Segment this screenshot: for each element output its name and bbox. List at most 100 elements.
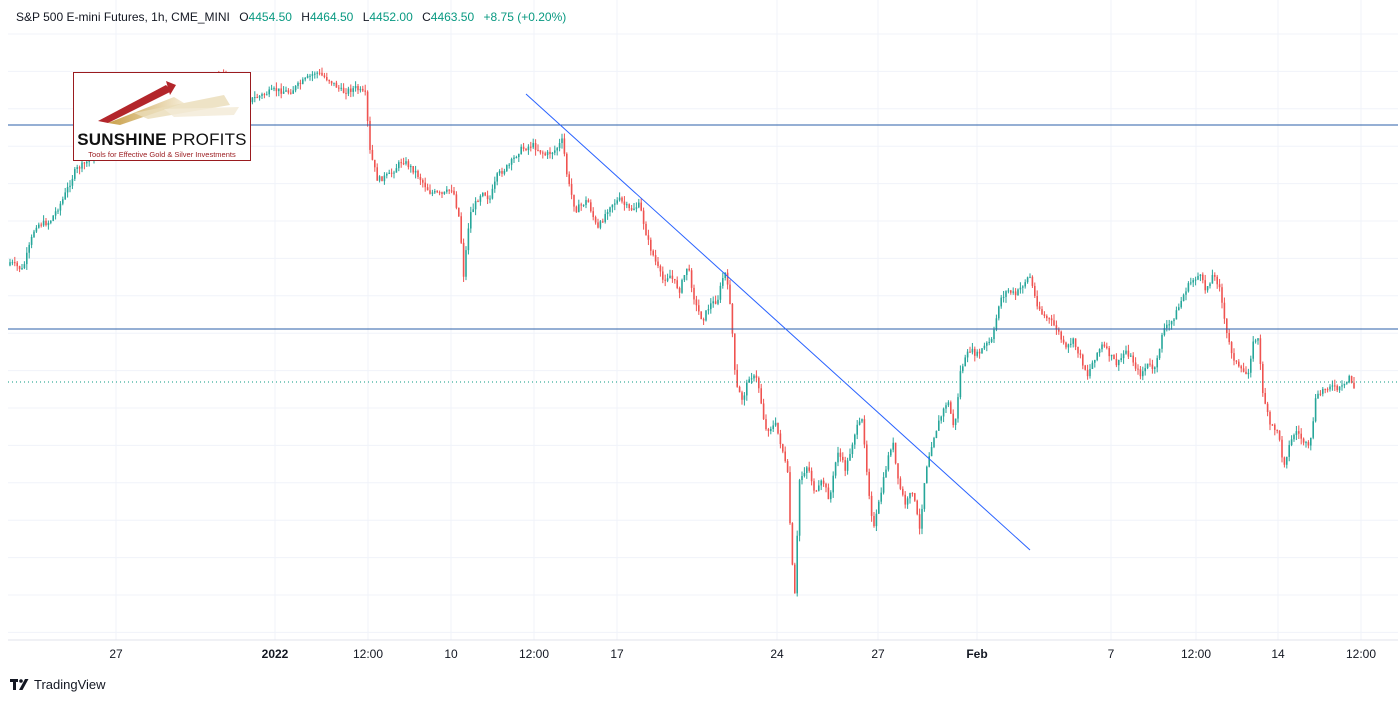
- open-label: O: [239, 10, 249, 24]
- candle-body: [827, 487, 830, 500]
- candle-body: [371, 149, 374, 160]
- candle-body: [1283, 457, 1286, 465]
- candle-body: [1065, 342, 1067, 348]
- candle-body: [1214, 274, 1216, 277]
- candle-body: [866, 444, 868, 472]
- candle-body: [878, 501, 880, 514]
- candle-body: [1226, 318, 1228, 334]
- candle-body: [642, 210, 645, 224]
- candle-body: [777, 422, 779, 434]
- candle-body: [789, 472, 791, 524]
- candle-body: [40, 224, 42, 226]
- candle-body: [443, 191, 446, 194]
- candle-body: [640, 202, 642, 211]
- descending-trendline[interactable]: [525, 93, 1031, 551]
- candle-body: [1343, 383, 1346, 386]
- candle-body: [381, 176, 383, 182]
- candle-body: [333, 82, 335, 84]
- candle-body: [1115, 359, 1118, 366]
- candle-body: [990, 339, 993, 342]
- candle-body: [731, 303, 734, 334]
- candle-body: [1336, 385, 1338, 391]
- candle-body: [489, 198, 491, 200]
- candle-body: [467, 228, 470, 251]
- candle-body: [844, 460, 846, 471]
- candle-body: [309, 75, 311, 77]
- tradingview-label: TradingView: [34, 677, 106, 692]
- candle-body: [1274, 424, 1276, 430]
- candle-body: [570, 184, 573, 195]
- candle-body: [285, 90, 287, 92]
- candle-body: [659, 266, 662, 272]
- candle-body: [395, 168, 398, 173]
- candle-body: [657, 261, 659, 267]
- candle-body: [1120, 358, 1122, 361]
- candle-body: [767, 429, 770, 432]
- candle-body: [1005, 291, 1007, 297]
- candle-body: [1058, 329, 1060, 332]
- candle-body: [1029, 276, 1031, 278]
- candle-body: [515, 157, 518, 159]
- candle-body: [796, 535, 798, 594]
- tradingview-brand[interactable]: TradingView: [10, 677, 106, 692]
- candle-body: [544, 153, 546, 156]
- candle-body: [1012, 291, 1014, 293]
- candle-body: [628, 204, 630, 209]
- candle-body: [1079, 353, 1082, 355]
- candle-body: [870, 495, 873, 516]
- candle-body: [786, 461, 789, 473]
- candle-body: [772, 425, 774, 429]
- time-tick-label: 27: [109, 647, 123, 661]
- candle-body: [1238, 361, 1240, 367]
- candle-body: [858, 421, 861, 425]
- candle-body: [429, 190, 431, 194]
- candle-body: [794, 564, 796, 594]
- candle-body: [585, 200, 587, 205]
- candle-body: [1175, 310, 1178, 320]
- candle-body: [357, 86, 359, 91]
- candle-body: [592, 211, 594, 218]
- candle-body: [923, 483, 926, 509]
- candle-body: [354, 86, 357, 89]
- candle-body: [1108, 348, 1110, 357]
- candle-body: [930, 447, 933, 457]
- candle-body: [1331, 385, 1334, 387]
- candle-body: [669, 275, 671, 279]
- candle-body: [402, 163, 405, 165]
- candle-body: [1245, 371, 1247, 375]
- candle-body: [726, 272, 729, 285]
- candle-body: [926, 466, 928, 484]
- candle-body: [410, 166, 412, 168]
- candle-body: [846, 460, 849, 471]
- candle-body: [597, 222, 599, 228]
- candle-body: [1206, 286, 1209, 291]
- candle-body: [904, 494, 906, 505]
- candle-body: [1019, 287, 1022, 290]
- candle-body: [323, 75, 326, 78]
- candle-body: [426, 187, 429, 191]
- candle-body: [830, 492, 832, 500]
- candle-body: [304, 77, 306, 80]
- candle-body: [328, 80, 330, 82]
- candle-body: [47, 222, 50, 226]
- candle-body: [261, 94, 263, 96]
- time-tick-label: 12:00: [353, 647, 383, 661]
- candle-body: [359, 88, 362, 91]
- candle-body: [1310, 437, 1312, 446]
- symbol-title: S&P 500 E-mini Futures, 1h, CME_MINI: [16, 10, 230, 24]
- candle-body: [335, 82, 338, 88]
- candle-body: [1070, 343, 1072, 345]
- candle-body: [383, 175, 386, 182]
- candle-body: [986, 342, 988, 346]
- candle-body: [1290, 439, 1293, 446]
- candle-body: [798, 480, 801, 536]
- candle-body: [1307, 442, 1310, 446]
- candle-body: [1130, 355, 1132, 357]
- candle-body: [1199, 274, 1202, 277]
- candle-body: [1257, 338, 1259, 341]
- candle-body: [350, 88, 352, 92]
- candle-body: [474, 201, 477, 210]
- candle-body: [981, 348, 983, 354]
- candle-body: [1262, 363, 1264, 393]
